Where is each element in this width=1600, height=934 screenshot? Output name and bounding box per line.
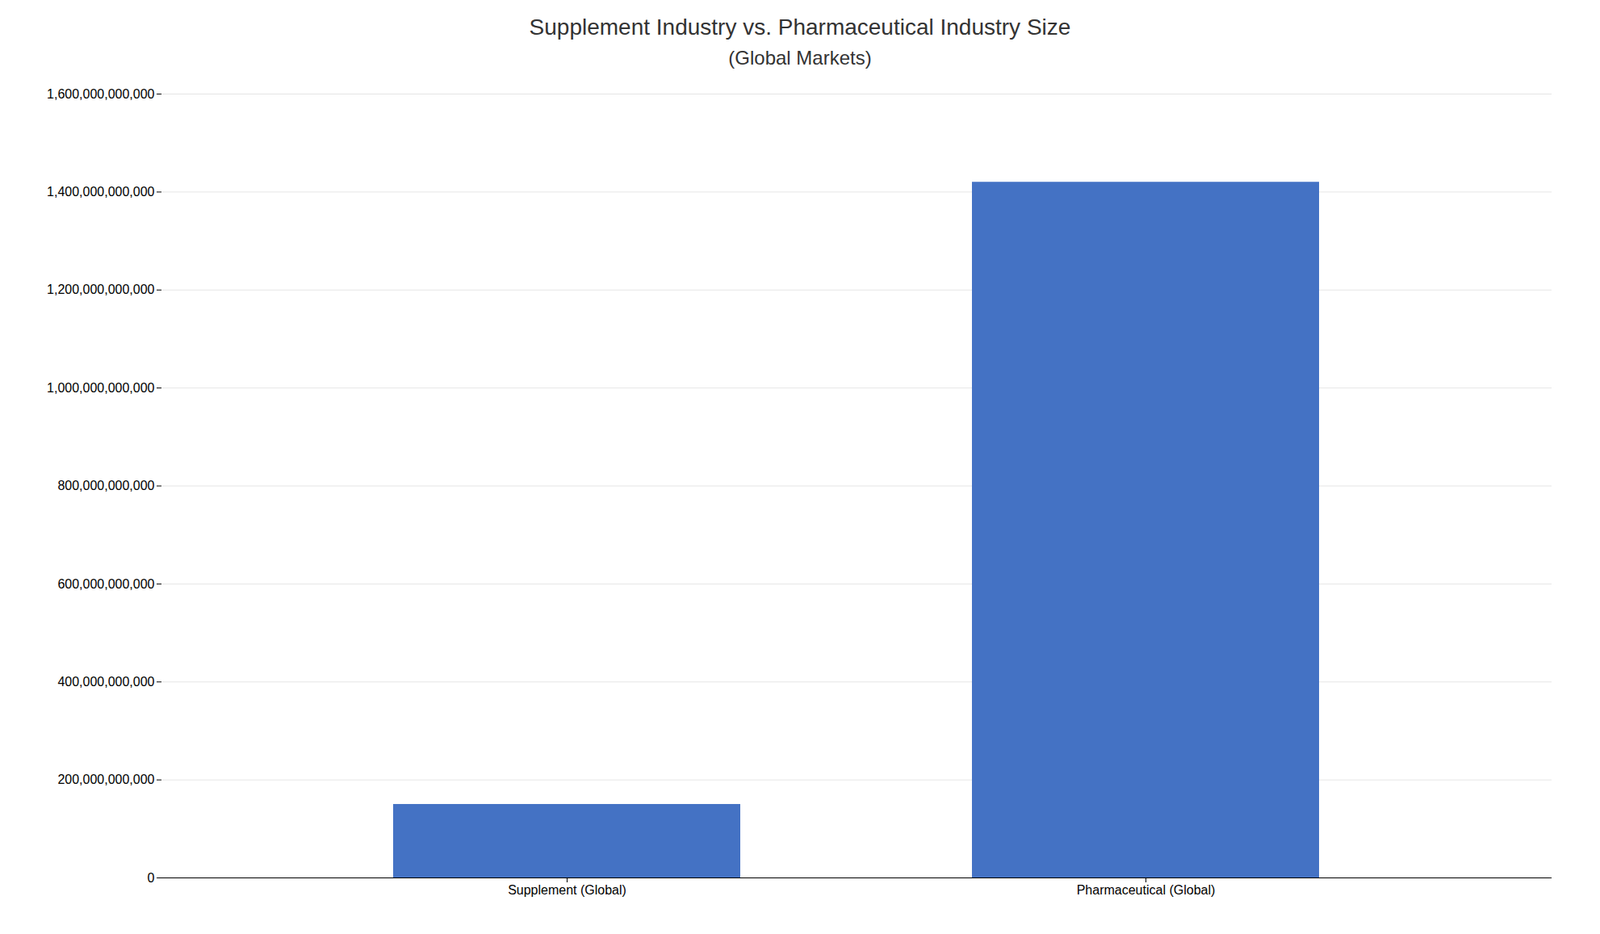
svg-text:Supplement (Global): Supplement (Global) — [507, 883, 627, 897]
svg-text:400,000,000,000: 400,000,000,000 — [57, 674, 155, 689]
svg-text:800,000,000,000: 800,000,000,000 — [57, 478, 155, 493]
svg-text:1,000,000,000,000: 1,000,000,000,000 — [46, 381, 155, 395]
svg-text:1,600,000,000,000: 1,600,000,000,000 — [46, 87, 155, 101]
svg-text:1,400,000,000,000: 1,400,000,000,000 — [46, 184, 155, 199]
svg-text:Pharmaceutical (Global): Pharmaceutical (Global) — [1076, 883, 1216, 897]
svg-text:200,000,000,000: 200,000,000,000 — [57, 772, 155, 787]
html-text:Supplement Industry vs. Pharma: Supplement Industry vs. Pharmaceutical I… — [529, 14, 1071, 40]
svg-text:0: 0 — [147, 871, 155, 885]
svg-text:600,000,000,000: 600,000,000,000 — [57, 576, 155, 591]
svg-text:1,200,000,000,000: 1,200,000,000,000 — [46, 282, 155, 297]
html-text:(Global Markets): (Global Markets) — [728, 46, 872, 69]
